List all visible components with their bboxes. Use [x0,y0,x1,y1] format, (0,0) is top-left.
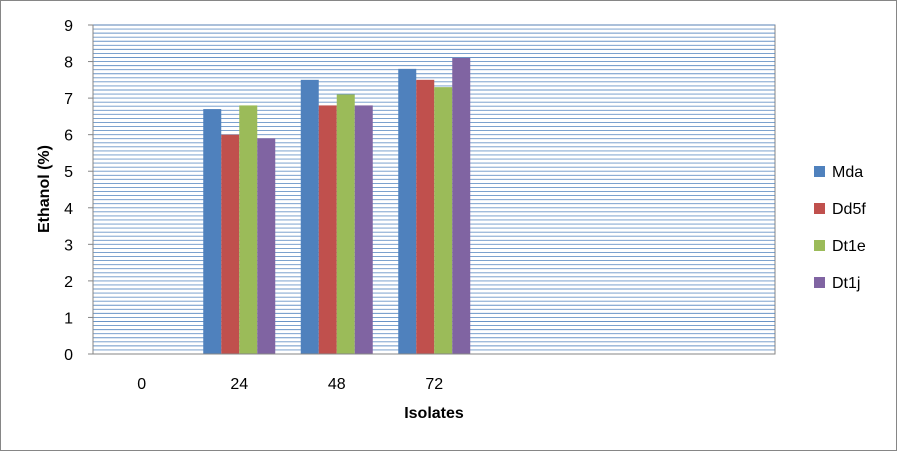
bar-mda-24 [203,109,222,354]
legend-label-dt1j: Dt1j [832,275,860,292]
bar-dt1j-72 [452,57,471,355]
bar-dd5f-48 [318,105,337,354]
y-tick-label: 5 [64,164,73,181]
y-tick-label: 4 [64,201,73,218]
y-axis-ticks: 0 1 2 3 4 5 6 7 8 9 [64,18,93,364]
bar-mda-48 [300,79,319,354]
x-axis-title: Isolates [404,405,464,422]
legend-swatch-dt1j [814,277,825,288]
y-tick-label: 1 [64,310,73,327]
bar-dt1e-24 [239,105,258,354]
bar-dt1j-48 [354,105,373,354]
legend-label-dt1e: Dt1e [832,238,866,255]
legend-label-dd5f: Dd5f [832,201,866,218]
bar-dt1j-24 [257,138,276,354]
bar-dt1e-72 [434,87,453,354]
x-tick-label: 48 [328,376,346,393]
legend-swatch-mda [814,166,825,177]
y-axis-title: Ethanol (%) [36,145,53,233]
bar-dd5f-24 [221,134,240,354]
y-tick-label: 8 [64,55,73,72]
x-axis-ticks: 0 24 48 72 [137,376,443,393]
x-tick-label: 24 [230,376,248,393]
y-tick-label: 6 [64,128,73,145]
bar-dd5f-72 [416,79,435,354]
bar-mda-72 [398,68,417,355]
legend-swatch-dt1e [814,240,825,251]
legend: Mda Dd5f Dt1e Dt1j [814,164,866,292]
y-tick-label: 2 [64,274,73,291]
y-tick-label: 7 [64,91,73,108]
x-tick-label: 72 [425,376,443,393]
y-tick-label: 9 [64,18,73,35]
legend-label-mda: Mda [832,164,863,181]
y-tick-label: 0 [64,347,73,364]
y-tick-label: 3 [64,237,73,254]
bars [203,57,471,355]
x-tick-label: 0 [137,376,146,393]
legend-swatch-dd5f [814,203,825,214]
bar-dt1e-48 [336,94,355,355]
